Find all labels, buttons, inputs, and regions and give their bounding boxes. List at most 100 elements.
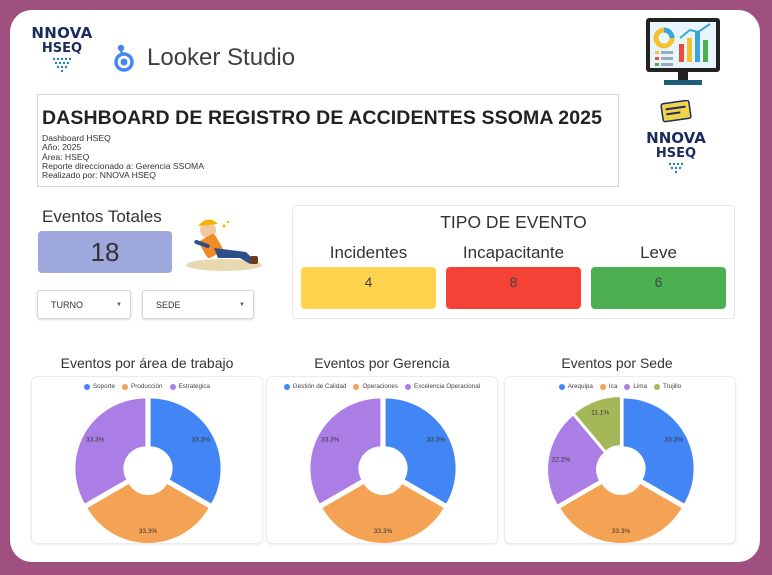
- nnova-logo-big: NNOVA HSEQ: [628, 99, 724, 180]
- legend-sede: Arequipa Ica Lima Trujillo: [505, 383, 735, 390]
- analytics-monitor-icon: [646, 18, 720, 85]
- pie-slice[interactable]: [150, 398, 221, 504]
- pie-slice-label: 22.2%: [552, 456, 571, 463]
- info-line: Reporte direccionado a: Gerencia SSOMA: [42, 160, 204, 171]
- pie-chart-gerencia: 33.3% 33.3% 33.3%: [310, 398, 456, 543]
- chart-title-area: Eventos por área de trabajo: [60, 355, 234, 371]
- pie-slice-label: 33.3%: [427, 437, 446, 444]
- looker-studio-label: Looker Studio: [147, 44, 296, 71]
- legend-label: Estratégica: [178, 383, 211, 390]
- legend-item[interactable]: Ica: [599, 383, 618, 390]
- eventos-totales-label: Eventos Totales: [42, 207, 162, 226]
- pie-slice-label: 33.3%: [139, 528, 158, 535]
- legend-item[interactable]: Trujillo: [653, 383, 682, 390]
- dashboard-info: Dashboard HSEQ Año: 2025 Área: HSEQ Repo…: [42, 133, 614, 181]
- pie-card-gerencia: Gestión de Calidad Operaciones Excelencia …: [266, 376, 498, 544]
- legend-swatch: [169, 383, 176, 390]
- legend-label: Lima: [633, 383, 647, 390]
- legend-swatch: [558, 383, 565, 390]
- chart-title-sede: Eventos por Sede: [561, 355, 673, 371]
- injured-worker-illustration: [186, 219, 262, 271]
- logo-big-line1: NNOVA: [646, 129, 706, 147]
- pie-slice-label: 33.3%: [321, 437, 340, 444]
- safety-badge-icon: [660, 99, 692, 123]
- looker-studio-brand: Looker Studio: [113, 40, 295, 76]
- legend-item[interactable]: Gestión de Calidad: [283, 383, 347, 390]
- info-line: Año: 2025: [42, 142, 82, 153]
- dashboard-title: DASHBOARD DE REGISTRO DE ACCIDENTES SSOM…: [42, 107, 603, 129]
- looker-studio-icon: [114, 44, 134, 72]
- legend-label: Operaciones: [362, 383, 399, 390]
- pie-slice[interactable]: [623, 398, 694, 504]
- legend-swatch: [122, 383, 129, 390]
- logo-small-line1: NNOVA: [31, 24, 93, 42]
- info-line: Dashboard HSEQ: [42, 133, 111, 143]
- sede-filter-dropdown[interactable]: SEDE ▼: [142, 290, 254, 319]
- legend-label: Trujillo: [662, 383, 682, 390]
- nnova-logo-small: NNOVA HSEQ: [24, 24, 100, 77]
- legend-label: Producción: [131, 383, 163, 390]
- legend-item[interactable]: Operaciones: [353, 383, 398, 390]
- tipo-incapacitante-value: 8: [446, 267, 581, 309]
- logo-small-line2: HSEQ: [41, 41, 83, 56]
- pie-slice-label: 33.3%: [86, 437, 105, 444]
- pie-chart-sede: 33.3% 33.3% 22.2% 11.1%: [548, 397, 694, 543]
- pie-slice-label: 33.3%: [374, 528, 393, 535]
- legend-area: Soporte Producción Estratégica: [32, 383, 262, 390]
- legend-swatch: [405, 383, 412, 390]
- pie-slice[interactable]: [574, 397, 620, 451]
- tipo-evento-panel: TIPO DE EVENTO Incidentes 4 Incapacitant…: [292, 205, 735, 319]
- legend-swatch: [653, 383, 660, 390]
- tipo-incapacitante-label: Incapacitante: [462, 243, 565, 262]
- legend-swatch: [353, 383, 360, 390]
- pie-slice[interactable]: [385, 398, 456, 504]
- turno-filter-label: TURNO: [51, 299, 83, 310]
- pie-slice-label: 33.3%: [612, 528, 631, 535]
- pie-slice[interactable]: [322, 484, 444, 543]
- sede-filter-label: SEDE: [156, 299, 181, 310]
- info-line: Área: HSEQ: [42, 151, 90, 162]
- legend-label: Arequipa: [567, 383, 593, 390]
- pie-card-sede: Arequipa Ica Lima Trujillo 33.3% 33.3% 22.2% 1…: [504, 376, 736, 544]
- legend-label: Ica: [608, 383, 618, 390]
- pie-slice[interactable]: [560, 484, 682, 543]
- legend-item[interactable]: Estratégica: [169, 383, 211, 390]
- pie-slice-label: 11.1%: [591, 410, 609, 417]
- logo-big-line2: HSEQ: [655, 146, 697, 161]
- pie-slice-label: 33.3%: [192, 437, 211, 444]
- dots-icon: [52, 57, 72, 73]
- legend-swatch: [83, 383, 90, 390]
- eventos-totales-value: 18: [38, 231, 172, 273]
- legend-item[interactable]: Lima: [624, 383, 647, 390]
- caret-down-icon: ▼: [239, 301, 245, 308]
- pie-slice[interactable]: [75, 398, 146, 504]
- legend-swatch: [283, 383, 290, 390]
- dashboard-title-box: DASHBOARD DE REGISTRO DE ACCIDENTES SSOM…: [37, 94, 619, 187]
- dots-icon: [668, 162, 684, 174]
- legend-gerencia: Gestión de Calidad Operaciones Excelencia …: [267, 383, 497, 390]
- legend-item[interactable]: Producción: [122, 383, 163, 390]
- legend-item[interactable]: Arequipa: [558, 383, 593, 390]
- info-line: Realizado por: NNOVA HSEQ: [42, 170, 156, 181]
- legend-item[interactable]: Soporte: [83, 383, 116, 390]
- legend-item[interactable]: Excelencia Operacional: [405, 383, 480, 390]
- pie-slice[interactable]: [548, 415, 604, 505]
- tipo-leve-value: 6: [591, 267, 726, 309]
- pie-slice-label: 33.3%: [665, 437, 684, 444]
- pie-slice[interactable]: [310, 398, 381, 504]
- pie-slice[interactable]: [87, 484, 209, 543]
- legend-swatch: [624, 383, 631, 390]
- dashboard-frame: NNOVA HSEQ Looker Studio: [10, 10, 760, 562]
- tipo-incidentes-value: 4: [301, 267, 436, 309]
- chart-title-gerencia: Eventos por Gerencia: [314, 355, 450, 371]
- caret-down-icon: ▼: [116, 301, 122, 308]
- tipo-leve-label: Leve: [640, 243, 677, 262]
- turno-filter-dropdown[interactable]: TURNO ▼: [37, 290, 131, 319]
- pie-chart-area: 33.3% 33.3% 33.3%: [75, 398, 221, 543]
- tipo-evento-title: TIPO DE EVENTO: [440, 212, 587, 232]
- legend-swatch: [599, 383, 606, 390]
- pie-card-area: Soporte Producción Estratégica 33.3% 33.3% 3…: [31, 376, 263, 544]
- legend-label: Gestión de Calidad: [292, 383, 347, 390]
- legend-label: Excelencia Operacional: [414, 383, 481, 390]
- legend-label: Soporte: [92, 383, 116, 390]
